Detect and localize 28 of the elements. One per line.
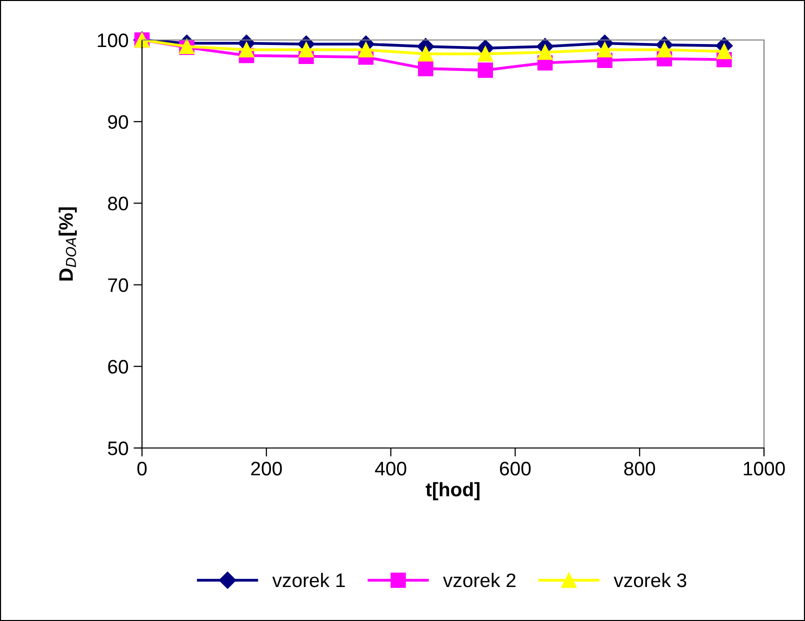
x-tick-label: 0 xyxy=(137,462,147,476)
legend-label: vzorek 3 xyxy=(614,572,686,588)
point xyxy=(537,44,553,60)
x-tick-label: 800 xyxy=(624,462,656,476)
y-tick-label: 50 xyxy=(108,441,128,456)
point xyxy=(656,42,672,58)
x-tick-label: 200 xyxy=(251,462,282,476)
point xyxy=(716,44,732,60)
x-tick-label: 400 xyxy=(375,462,406,476)
point xyxy=(298,42,314,58)
legend-label: vzorek 1 xyxy=(272,572,345,588)
y-tick-label: 100 xyxy=(98,33,128,48)
y-tick-label: 70 xyxy=(108,278,128,292)
x-axis-title: t[hod] xyxy=(426,482,480,500)
point xyxy=(238,42,254,58)
y-axis-title: D$_{DOA}$[%] xyxy=(58,207,77,281)
x-tick-label: 1000 xyxy=(744,462,785,476)
x-tick-label: 600 xyxy=(500,462,531,476)
point xyxy=(478,46,493,62)
legend-label: vzorek 2 xyxy=(443,572,516,588)
point xyxy=(478,62,493,78)
y-tick-label: 80 xyxy=(108,196,128,210)
y-tick-label: 60 xyxy=(108,360,128,374)
point xyxy=(597,42,612,58)
point xyxy=(418,60,434,76)
point xyxy=(418,46,434,62)
point xyxy=(358,42,374,58)
y-tick-label: 90 xyxy=(108,115,128,129)
